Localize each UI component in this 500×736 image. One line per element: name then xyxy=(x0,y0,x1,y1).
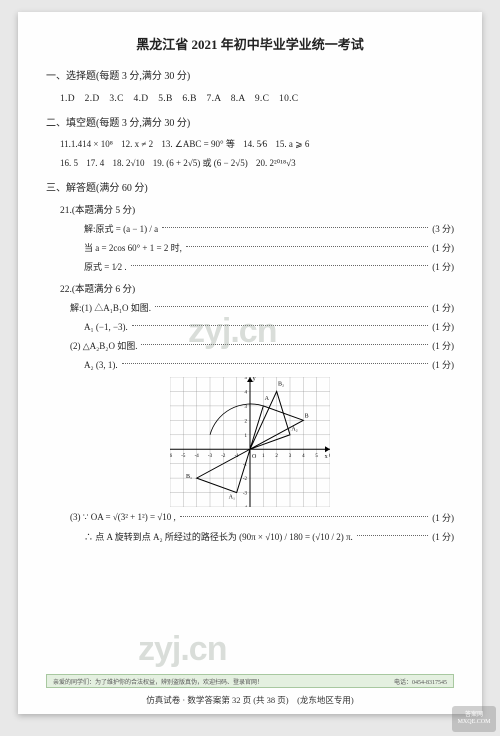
q17: 17. 4 xyxy=(86,158,104,168)
dots xyxy=(132,325,428,326)
coordinate-chart: -6-5-4-3-2-1123456-4-3-2-112345yxABA₁B₁A… xyxy=(170,377,330,507)
dots xyxy=(180,516,429,517)
q21-line2: 当 a = 2cos 60° + 1 = 2 时, (1 分) xyxy=(46,241,454,254)
footer-right: 电话：0454-8317545 xyxy=(394,677,447,686)
q21-s1: (3 分) xyxy=(432,222,454,235)
q22-l4: A₂ (3, 1). xyxy=(84,360,118,370)
svg-text:A₂: A₂ xyxy=(291,426,297,432)
q22-l5: (3) ∵ OA = √(3² + 1²) = √10 , xyxy=(70,512,176,523)
q22-line6: ∴ 点 A 旋转到点 A₂ 所经过的路径长为 (90π × √10) / 180… xyxy=(46,530,454,543)
dots xyxy=(357,535,429,536)
q21-s2: (1 分) xyxy=(432,241,454,254)
svg-text:3: 3 xyxy=(289,454,292,459)
svg-text:-4: -4 xyxy=(195,454,200,459)
svg-text:2: 2 xyxy=(275,454,278,459)
q22-s6: (1 分) xyxy=(432,530,454,543)
svg-text:4: 4 xyxy=(302,454,305,459)
svg-text:B₂: B₂ xyxy=(278,382,284,388)
q12: 12. x ≠ 2 xyxy=(121,139,153,149)
dots xyxy=(155,306,428,307)
q21-l3: 原式 = 1⁄2 . xyxy=(84,260,127,273)
q21-l1: 解:原式 = (a − 1) / a xyxy=(84,222,158,235)
svg-text:-5: -5 xyxy=(181,454,186,459)
q20: 20. 2²⁰¹⁸√3 xyxy=(256,158,296,168)
badge-l1: 答案网 xyxy=(465,712,483,719)
svg-text:-2: -2 xyxy=(243,477,248,482)
watermark-2: zyj.cn xyxy=(138,630,226,669)
q22-l6: ∴ 点 A 旋转到点 A₂ 所经过的路径长为 (90π × √10) / 180… xyxy=(84,530,353,543)
exam-page: 黑龙江省 2021 年初中毕业学业统一考试 一、选择题(每题 3 分,满分 30… xyxy=(18,12,482,714)
svg-text:A₁: A₁ xyxy=(229,494,235,500)
page-number: 仿真试卷 · 数学答案第 32 页 (共 38 页) (龙东地区专用) xyxy=(46,694,454,706)
q22-line3: (2) △A₂B₂O 如图. (1 分) xyxy=(46,339,454,352)
dots xyxy=(162,227,428,228)
svg-text:-3: -3 xyxy=(243,492,248,497)
svg-text:2: 2 xyxy=(245,419,248,424)
q22-line5: (3) ∵ OA = √(3² + 1²) = √10 , (1 分) xyxy=(46,511,454,524)
site-badge: 答案网 MXQE.COM xyxy=(452,706,496,732)
chart-container: -6-5-4-3-2-1123456-4-3-2-112345yxABA₁B₁A… xyxy=(46,377,454,507)
section-fill-head: 二、填空题(每题 3 分,满分 30 分) xyxy=(46,114,454,129)
q22-l2: A₁ (−1, −3). xyxy=(84,322,128,332)
q22-line2: A₁ (−1, −3). (1 分) xyxy=(46,320,454,333)
q22-s4: (1 分) xyxy=(432,358,454,371)
choice-answers: 1.D 2.D 3.C 4.D 5.B 6.B 7.A 8.A 9.C 10.C xyxy=(46,90,454,104)
q22-line4: A₂ (3, 1). (1 分) xyxy=(46,358,454,371)
svg-text:3: 3 xyxy=(245,405,248,410)
dots xyxy=(131,265,429,266)
svg-text:A: A xyxy=(265,396,270,402)
q22-s1: (1 分) xyxy=(432,301,454,314)
svg-text:-4: -4 xyxy=(243,506,248,507)
q22-s5: (1 分) xyxy=(432,511,454,524)
svg-text:5: 5 xyxy=(315,454,318,459)
svg-text:O: O xyxy=(252,454,257,460)
footer-box: 亲爱的同学们：为了维护你的合法权益，辨别盗版真伪，欢迎扫码、登录官网！ 电话：0… xyxy=(46,674,454,688)
q21-head: 21.(本题满分 5 分) xyxy=(46,202,454,216)
q22-head: 22.(本题满分 6 分) xyxy=(46,281,454,295)
svg-text:5: 5 xyxy=(245,377,248,381)
q22-s2: (1 分) xyxy=(432,320,454,333)
svg-text:y: y xyxy=(253,377,256,382)
svg-text:-2: -2 xyxy=(221,454,226,459)
q21-l2: 当 a = 2cos 60° + 1 = 2 时, xyxy=(84,241,182,254)
fill-row-2: 16. 5 17. 4 18. 2√10 19. (6 + 2√5) 或 (6 … xyxy=(46,156,454,169)
footer-left: 亲爱的同学们：为了维护你的合法权益，辨别盗版真伪，欢迎扫码、登录官网！ xyxy=(53,677,263,686)
q13: 13. ∠ABC = 90° 等 xyxy=(161,139,235,149)
fill-row-1: 11.1.414 × 10⁸ 12. x ≠ 2 13. ∠ABC = 90° … xyxy=(46,137,454,150)
svg-text:4: 4 xyxy=(245,390,248,395)
dots xyxy=(141,344,428,345)
svg-text:1: 1 xyxy=(262,454,265,459)
svg-text:x: x xyxy=(325,454,328,460)
dots xyxy=(122,363,429,364)
q11: 11.1.414 × 10⁸ xyxy=(60,139,113,149)
badge-l2: MXQE.COM xyxy=(458,719,491,726)
section-choice-head: 一、选择题(每题 3 分,满分 30 分) xyxy=(46,67,454,82)
dots xyxy=(186,246,428,247)
q15: 15. a ⩾ 6 xyxy=(275,139,309,149)
q22-l3: (2) △A₂B₂O 如图. xyxy=(70,339,137,352)
q21-s3: (1 分) xyxy=(432,260,454,273)
svg-text:-3: -3 xyxy=(208,454,213,459)
q22-s3: (1 分) xyxy=(432,339,454,352)
svg-text:1: 1 xyxy=(245,434,248,439)
q22-l1: 解:(1) △A₁B₁O 如图. xyxy=(70,301,151,314)
svg-text:6: 6 xyxy=(329,454,330,459)
q14: 14. 5⁄6 xyxy=(243,139,267,149)
q21-line3: 原式 = 1⁄2 . (1 分) xyxy=(46,260,454,273)
q19: 19. (6 + 2√5) 或 (6 − 2√5) xyxy=(153,158,248,168)
q16: 16. 5 xyxy=(60,158,78,168)
q18: 18. 2√10 xyxy=(113,158,145,168)
q22-line1: 解:(1) △A₁B₁O 如图. (1 分) xyxy=(46,301,454,314)
svg-text:-6: -6 xyxy=(170,454,173,459)
exam-title: 黑龙江省 2021 年初中毕业学业统一考试 xyxy=(46,34,454,53)
svg-text:B: B xyxy=(305,413,309,419)
section-solve-head: 三、解答题(满分 60 分) xyxy=(46,179,454,194)
q21-line1: 解:原式 = (a − 1) / a (3 分) xyxy=(46,222,454,235)
svg-text:B₁: B₁ xyxy=(186,474,192,480)
